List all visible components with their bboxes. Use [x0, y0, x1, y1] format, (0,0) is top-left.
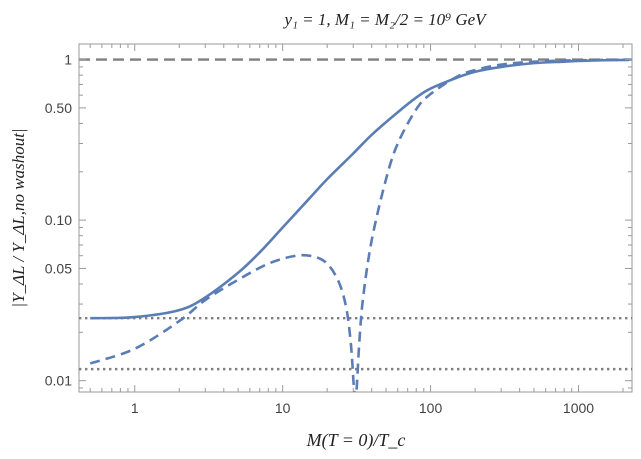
plot-frame [78, 43, 633, 393]
x-tick-label: 1000 [563, 400, 594, 416]
y-tick-label: 1 [64, 52, 72, 68]
series-line-solid [90, 58, 630, 320]
svg-text:M(T = 0)/T_c: M(T = 0)/T_c [306, 430, 406, 451]
x-axis-label: M(T = 0)/T_c [306, 430, 406, 451]
x-tick-label: 10 [275, 400, 291, 416]
svg-text:y₁ = 1, M₁ = M₂/2 = 10⁹ GeV: y₁ = 1, M₁ = M₂/2 = 10⁹ GeV [282, 10, 488, 29]
series-line-dashed [89, 58, 630, 392]
y-tick-label: 0.05 [45, 260, 72, 276]
reference-lines [79, 58, 632, 371]
x-tick-label: 1 [131, 400, 139, 416]
svg-text:|Y_ΔL / Y_ΔL,no washout|: |Y_ΔL / Y_ΔL,no washout| [9, 128, 28, 307]
ticks-group: 1 10 100 1000 0.01 0.05 0.10 0.50 1 [45, 44, 632, 416]
chart-title: y₁ = 1, M₁ = M₂/2 = 10⁹ GeV [282, 10, 488, 29]
y-tick-label: 0.50 [45, 100, 72, 116]
y-axis-label: |Y_ΔL / Y_ΔL,no washout| [9, 128, 28, 307]
y-tick-label: 0.10 [45, 212, 72, 228]
x-tick-label: 100 [419, 400, 443, 416]
y-tick-label: 0.01 [45, 373, 72, 389]
series-group [89, 58, 630, 392]
plot-border [78, 43, 633, 393]
